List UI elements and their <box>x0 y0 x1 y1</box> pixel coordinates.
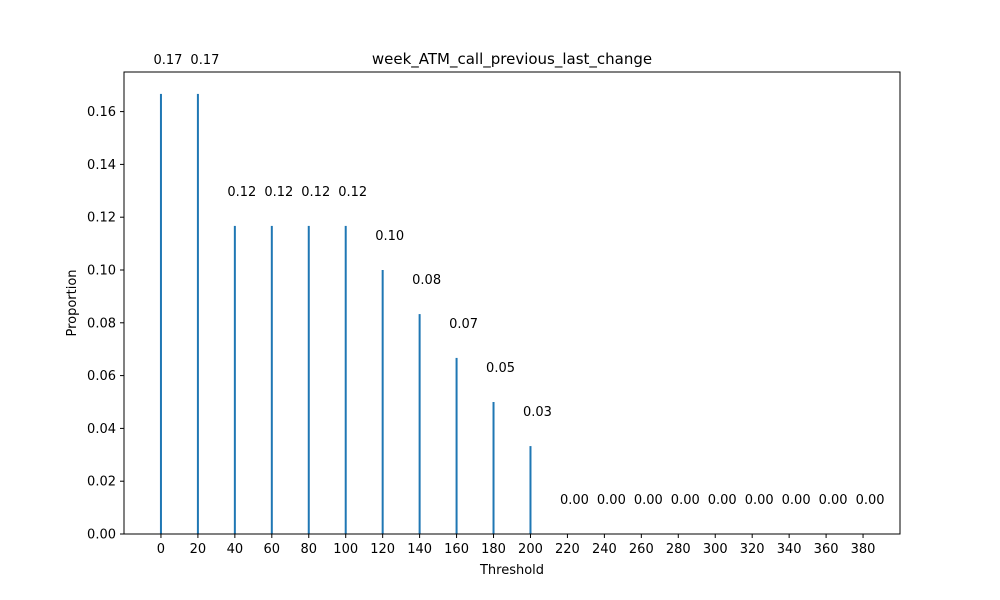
x-tick-label: 140 <box>407 542 432 557</box>
x-tick-label: 100 <box>333 542 358 557</box>
data-label: 0.00 <box>856 493 885 508</box>
data-label: 0.07 <box>449 317 478 332</box>
x-tick-label: 360 <box>814 542 839 557</box>
x-tick-label: 120 <box>370 542 395 557</box>
data-label: 0.17 <box>153 53 182 68</box>
x-axis-label: Threshold <box>479 563 544 578</box>
data-label: 0.00 <box>782 493 811 508</box>
bar <box>418 314 421 534</box>
y-tick-label: 0.06 <box>87 369 116 384</box>
x-tick-label: 220 <box>555 542 580 557</box>
bar <box>233 225 236 535</box>
bars <box>159 93 532 535</box>
data-label: 0.10 <box>375 229 404 244</box>
y-tick-label: 0.00 <box>87 528 116 543</box>
data-label: 0.12 <box>338 185 367 200</box>
plot-area-frame <box>123 71 901 535</box>
y-tick-label: 0.14 <box>87 158 116 173</box>
y-tick-label: 0.02 <box>87 475 116 490</box>
data-label: 0.00 <box>597 493 626 508</box>
x-tick-label: 60 <box>264 542 281 557</box>
x-tick-label: 160 <box>444 542 469 557</box>
data-label: 0.00 <box>634 493 663 508</box>
y-tick-label: 0.10 <box>87 264 116 279</box>
data-label: 0.08 <box>412 273 441 288</box>
chart-title: week_ATM_call_previous_last_change <box>372 50 652 69</box>
bar <box>455 357 458 534</box>
bar <box>270 225 273 535</box>
x-tick-label: 340 <box>777 542 802 557</box>
data-label: 0.00 <box>745 493 774 508</box>
data-label: 0.17 <box>190 53 219 68</box>
data-label: 0.00 <box>671 493 700 508</box>
bar <box>344 225 347 535</box>
bar <box>529 446 532 534</box>
y-tick-label: 0.16 <box>87 105 116 120</box>
x-tick-label: 260 <box>629 542 654 557</box>
data-label: 0.03 <box>523 405 552 420</box>
data-label: 0.05 <box>486 361 515 376</box>
bar <box>159 93 162 535</box>
bar <box>196 93 199 535</box>
x-tick-label: 40 <box>227 542 244 557</box>
x-tick-label: 300 <box>703 542 728 557</box>
x-tick-label: 320 <box>740 542 765 557</box>
y-axis-label: Proportion <box>65 269 80 336</box>
x-tick-label: 280 <box>666 542 691 557</box>
bar <box>381 270 384 534</box>
data-label: 0.00 <box>708 493 737 508</box>
x-tick-label: 240 <box>592 542 617 557</box>
data-labels: 0.17 0.17 0.12 0.12 0.12 0.12 0.10 0.08 0.07 0.05… <box>153 53 884 508</box>
x-tick-label: 20 <box>190 542 207 557</box>
x-tick-label: 0 <box>157 542 165 557</box>
y-tick-label: 0.08 <box>87 316 116 331</box>
x-axis-ticks: 0 20 40 60 80 100 120 140 160 180 200 220 240 260 280 3… <box>157 534 876 557</box>
x-tick-label: 180 <box>481 542 506 557</box>
y-tick-label: 0.12 <box>87 211 116 226</box>
x-tick-label: 200 <box>518 542 543 557</box>
data-label: 0.12 <box>301 185 330 200</box>
x-tick-label: 380 <box>851 542 876 557</box>
data-label: 0.12 <box>264 185 293 200</box>
data-label: 0.12 <box>227 185 256 200</box>
bar <box>307 225 310 535</box>
data-label: 0.00 <box>819 493 848 508</box>
y-axis-ticks: 0.00 0.02 0.04 0.06 0.08 0.10 0.12 0.14 0.16 <box>87 105 124 543</box>
data-label: 0.00 <box>560 493 589 508</box>
x-tick-label: 80 <box>300 542 317 557</box>
y-tick-label: 0.04 <box>87 422 116 437</box>
bar <box>492 402 495 534</box>
